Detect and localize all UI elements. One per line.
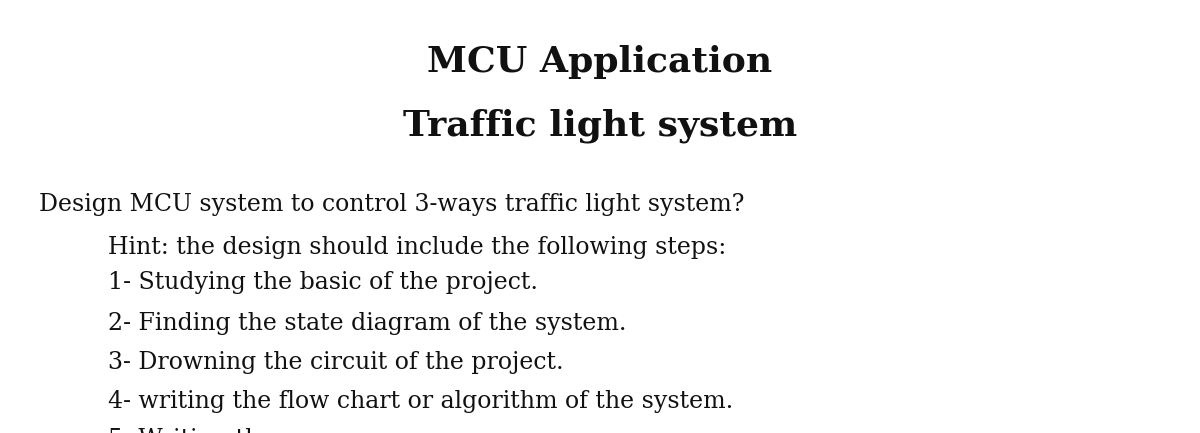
Text: 4- writing the flow chart or algorithm of the system.: 4- writing the flow chart or algorithm o… <box>108 390 733 413</box>
Text: 3- Drowning the circuit of the project.: 3- Drowning the circuit of the project. <box>108 351 564 374</box>
Text: 2- Finding the state diagram of the system.: 2- Finding the state diagram of the syst… <box>108 312 626 335</box>
Text: Design MCU system to control 3-ways traffic light system?: Design MCU system to control 3-ways traf… <box>38 193 744 216</box>
Text: Hint: the design should include the following steps:: Hint: the design should include the foll… <box>108 236 726 259</box>
Text: MCU Application: MCU Application <box>427 45 773 80</box>
Text: 1- Studying the basic of the project.: 1- Studying the basic of the project. <box>108 271 538 294</box>
Text: 5- Writing the program.: 5- Writing the program. <box>108 428 394 433</box>
Text: Traffic light system: Traffic light system <box>403 108 797 143</box>
